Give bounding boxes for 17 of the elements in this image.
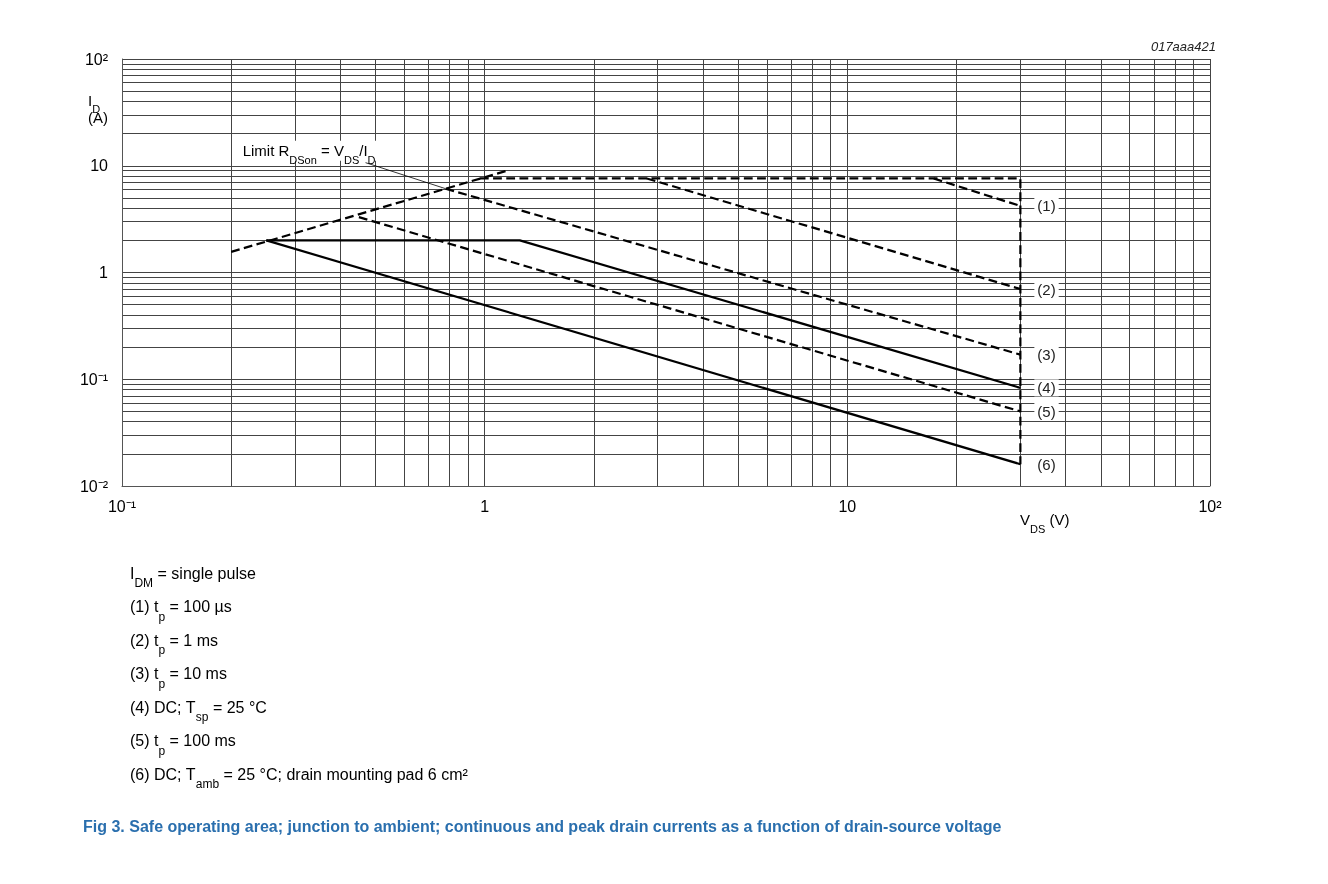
- series-label: (3): [1037, 346, 1056, 364]
- text: Fig 3. Safe operating area; junction to ambient; continuous and peak drain currents as a function of drain-source voltage: [83, 818, 1002, 835]
- series-label: (1): [1037, 197, 1056, 215]
- series-label: (2): [1037, 280, 1056, 298]
- series-label: (4): [1037, 379, 1056, 397]
- y-tick-label: 1: [99, 264, 109, 281]
- x-tick-label: 10²: [1198, 497, 1223, 515]
- text: 017aaa421: [1150, 39, 1217, 54]
- y-tick-label: 10⁻²: [79, 477, 109, 495]
- y-tick-label: 10: [90, 157, 109, 175]
- x-tick-label: 10: [838, 497, 857, 515]
- series-label: (5): [1037, 402, 1056, 420]
- series-label: (6): [1037, 455, 1056, 473]
- x-tick-label: 1: [480, 497, 490, 515]
- x-tick-label: 10⁻¹: [107, 497, 137, 515]
- y-tick-label: 10²: [84, 50, 109, 68]
- y-tick-label: 10⁻¹: [79, 370, 108, 388]
